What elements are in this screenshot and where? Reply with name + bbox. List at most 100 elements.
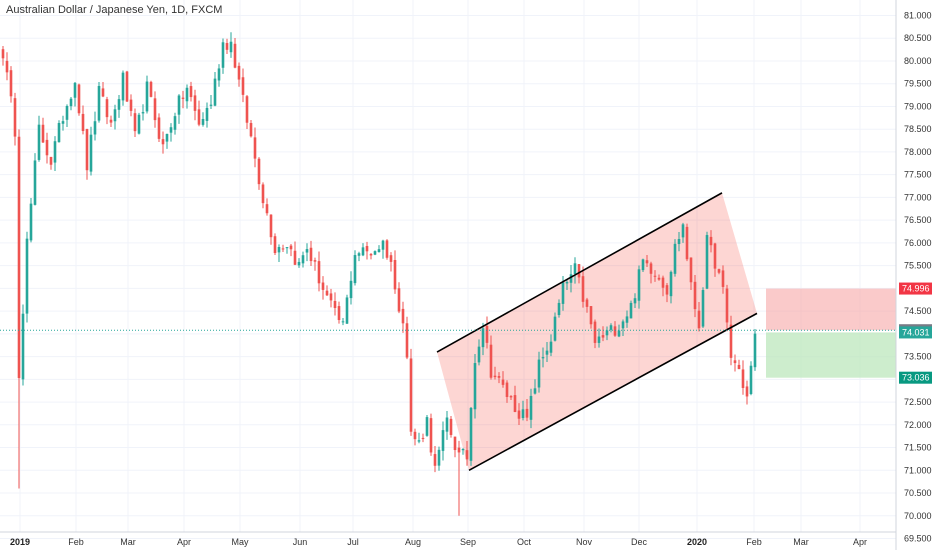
candle-body bbox=[341, 321, 345, 323]
candle-body bbox=[381, 240, 385, 250]
candle-body bbox=[537, 359, 541, 388]
candle-body bbox=[437, 449, 441, 466]
candle-body bbox=[457, 447, 461, 453]
candle-body bbox=[361, 247, 365, 256]
candle-body bbox=[621, 321, 625, 329]
candle-body bbox=[569, 274, 573, 283]
candle-body bbox=[53, 141, 57, 163]
candle-body bbox=[149, 81, 153, 97]
price-label-box bbox=[899, 371, 932, 384]
x-tick-label: May bbox=[231, 537, 249, 547]
candle-body bbox=[125, 71, 129, 102]
y-tick-label: 76.500 bbox=[904, 215, 932, 225]
y-tick-label: 70.500 bbox=[904, 488, 932, 498]
candle-body bbox=[9, 70, 13, 97]
candle-body bbox=[101, 88, 105, 97]
y-tick-label: 79.000 bbox=[904, 101, 932, 111]
candle-body bbox=[269, 214, 273, 238]
candle-body bbox=[245, 96, 249, 123]
candle-body bbox=[293, 250, 297, 265]
candle-body bbox=[693, 281, 697, 310]
candle-body bbox=[81, 113, 85, 131]
candle-body bbox=[305, 249, 309, 253]
y-tick-label: 78.000 bbox=[904, 147, 932, 157]
candle-body bbox=[585, 299, 589, 307]
candle-body bbox=[461, 449, 465, 451]
candle-body bbox=[309, 247, 313, 262]
candle-body bbox=[337, 306, 341, 321]
candle-body bbox=[45, 139, 49, 156]
candle-body bbox=[729, 324, 733, 358]
candle-body bbox=[501, 379, 505, 385]
y-tick-label: 70.000 bbox=[904, 511, 932, 521]
candle-body bbox=[669, 271, 673, 297]
x-tick-label: Nov bbox=[576, 537, 593, 547]
candle-body bbox=[745, 386, 749, 397]
x-tick-label: Mar bbox=[120, 537, 136, 547]
candle-body bbox=[749, 365, 753, 394]
candle-body bbox=[477, 346, 481, 363]
candle-body bbox=[37, 124, 41, 160]
x-tick-label: Aug bbox=[405, 537, 421, 547]
candle-body bbox=[617, 330, 621, 337]
candle-body bbox=[69, 98, 73, 107]
candle-body bbox=[73, 82, 77, 98]
x-tick-label: Feb bbox=[746, 537, 762, 547]
price-label-box bbox=[899, 326, 932, 339]
candle-body bbox=[473, 363, 477, 410]
y-tick-label: 77.000 bbox=[904, 192, 932, 202]
y-tick-label: 79.500 bbox=[904, 79, 932, 89]
candle-body bbox=[597, 336, 601, 343]
candle-body bbox=[265, 204, 269, 214]
candle-body bbox=[533, 388, 537, 394]
candle-body bbox=[377, 249, 381, 253]
candle-body bbox=[173, 116, 177, 130]
candle-body bbox=[277, 247, 281, 253]
candle-body bbox=[609, 325, 613, 330]
x-tick-label: Apr bbox=[853, 537, 867, 547]
candle-body bbox=[297, 261, 301, 266]
candle-body bbox=[289, 245, 293, 250]
candle-body bbox=[421, 437, 425, 439]
candle-body bbox=[49, 156, 53, 165]
y-tick-label: 74.500 bbox=[904, 306, 932, 316]
y-tick-label: 71.500 bbox=[904, 443, 932, 453]
candle-body bbox=[237, 65, 241, 80]
candle-body bbox=[389, 255, 393, 262]
candle-body bbox=[425, 417, 429, 436]
candle-body bbox=[365, 245, 369, 252]
candle-body bbox=[121, 72, 125, 101]
candle-body bbox=[549, 341, 553, 353]
candle-body bbox=[653, 275, 657, 277]
x-tick-label: Feb bbox=[68, 537, 84, 547]
candle-body bbox=[17, 136, 21, 379]
candle-body bbox=[273, 236, 277, 254]
candle-body bbox=[281, 248, 285, 250]
candle-body bbox=[373, 251, 377, 255]
candle-body bbox=[489, 344, 493, 378]
candle-body bbox=[697, 310, 701, 329]
candle-body bbox=[109, 119, 113, 123]
candle-body bbox=[325, 290, 329, 296]
candle-body bbox=[153, 98, 157, 121]
candle-body bbox=[137, 114, 141, 134]
y-tick-label: 71.000 bbox=[904, 465, 932, 475]
price-label: 74.996 bbox=[902, 284, 930, 294]
y-tick-label: 72.000 bbox=[904, 420, 932, 430]
candle-body bbox=[613, 326, 617, 336]
y-tick-label: 73.500 bbox=[904, 352, 932, 362]
candle-body bbox=[505, 382, 509, 397]
candle-body bbox=[409, 358, 413, 432]
candle-body bbox=[465, 450, 469, 460]
candle-body bbox=[413, 431, 417, 440]
candle-body bbox=[205, 107, 209, 121]
candle-body bbox=[529, 395, 533, 420]
candle-body bbox=[345, 297, 349, 324]
candle-body bbox=[725, 288, 729, 323]
candle-body bbox=[401, 308, 405, 324]
candle-body bbox=[145, 81, 149, 112]
candle-body bbox=[561, 282, 565, 304]
candle-body bbox=[637, 269, 641, 301]
